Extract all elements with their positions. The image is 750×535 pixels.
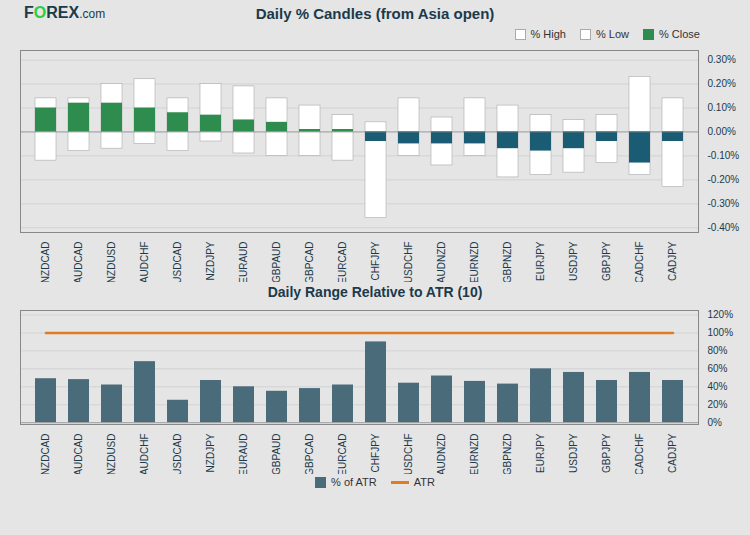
svg-text:60%: 60% <box>708 363 728 374</box>
svg-text:20%: 20% <box>708 399 728 410</box>
svg-text:GBPAUD: GBPAUD <box>271 242 282 283</box>
svg-text:GBPJPY: GBPJPY <box>601 241 612 281</box>
svg-text:AUDCAD: AUDCAD <box>73 242 84 283</box>
svg-text:USDCAD: USDCAD <box>172 242 183 283</box>
svg-text:0.30%: 0.30% <box>708 54 736 65</box>
svg-text:0.00%: 0.00% <box>708 126 736 137</box>
svg-text:EURJPY: EURJPY <box>535 241 546 281</box>
html-text:% of ATR: % of ATR <box>331 476 377 488</box>
svg-text:AUDNZD: AUDNZD <box>436 434 447 475</box>
svg-text:EURNZD: EURNZD <box>469 434 480 475</box>
svg-text:USDCHF: USDCHF <box>403 434 414 475</box>
svg-text:GBPCAD: GBPCAD <box>304 434 315 475</box>
html-text:ATR: ATR <box>413 476 435 488</box>
svg-text:GBPCAD: GBPCAD <box>304 242 315 283</box>
svg-text:0.20%: 0.20% <box>708 78 736 89</box>
svg-text:-0.10%: -0.10% <box>708 150 740 161</box>
svg-text:GBPNZD: GBPNZD <box>502 242 513 283</box>
svg-text:40%: 40% <box>708 381 728 392</box>
svg-text:-0.40%: -0.40% <box>708 222 740 233</box>
svg-text:AUDNZD: AUDNZD <box>436 242 447 283</box>
svg-text:GBPNZD: GBPNZD <box>502 434 513 475</box>
html-text:% High: % High <box>530 28 566 40</box>
svg-text:USDJPY: USDJPY <box>568 433 579 473</box>
svg-text:0%: 0% <box>708 417 723 428</box>
html-text:% Low: % Low <box>596 28 629 40</box>
html-text:Daily Range Relative to ATR (1: Daily Range Relative to ATR (10) <box>267 284 483 300</box>
svg-text:-0.20%: -0.20% <box>708 174 740 185</box>
svg-text:GBPJPY: GBPJPY <box>601 433 612 473</box>
svg-text:GBPAUD: GBPAUD <box>271 434 282 475</box>
svg-text:0.10%: 0.10% <box>708 102 736 113</box>
svg-text:NZDCAD: NZDCAD <box>40 242 51 283</box>
svg-text:NZDUSD: NZDUSD <box>106 242 117 283</box>
html-text:Daily % Candles (from Asia ope: Daily % Candles (from Asia open) <box>255 4 495 22</box>
svg-text:EURCAD: EURCAD <box>337 242 348 283</box>
svg-text:100%: 100% <box>708 327 734 338</box>
svg-text:NZDUSD: NZDUSD <box>106 434 117 475</box>
svg-text:NZDCAD: NZDCAD <box>40 434 51 475</box>
svg-text:USDJPY: USDJPY <box>568 241 579 281</box>
svg-text:USDCHF: USDCHF <box>403 242 414 283</box>
svg-text:80%: 80% <box>708 345 728 356</box>
svg-text:AUDCAD: AUDCAD <box>73 434 84 475</box>
svg-text:CHFJPY: CHFJPY <box>370 241 381 280</box>
svg-text:120%: 120% <box>708 309 734 320</box>
svg-text:EURAUD: EURAUD <box>238 242 249 283</box>
svg-text:EURCAD: EURCAD <box>337 434 348 475</box>
svg-text:EURNZD: EURNZD <box>469 242 480 283</box>
svg-text:CHFJPY: CHFJPY <box>370 433 381 472</box>
svg-text:CADCHF: CADCHF <box>634 434 645 475</box>
svg-text:CADJPY: CADJPY <box>667 241 678 281</box>
svg-text:USDCAD: USDCAD <box>172 434 183 475</box>
svg-text:EURJPY: EURJPY <box>535 433 546 473</box>
svg-text:-0.30%: -0.30% <box>708 198 740 209</box>
svg-text:AUDCHF: AUDCHF <box>139 434 150 475</box>
svg-text:CADCHF: CADCHF <box>634 242 645 283</box>
svg-text:CADJPY: CADJPY <box>667 433 678 473</box>
svg-text:NZDJPY: NZDJPY <box>205 433 216 472</box>
svg-text:NZDJPY: NZDJPY <box>205 241 216 280</box>
html-text:% Close: % Close <box>659 28 700 40</box>
svg-text:EURAUD: EURAUD <box>238 434 249 475</box>
html-text:F O REX.com: F O REX.com <box>24 4 106 21</box>
svg-text:AUDCHF: AUDCHF <box>139 242 150 283</box>
